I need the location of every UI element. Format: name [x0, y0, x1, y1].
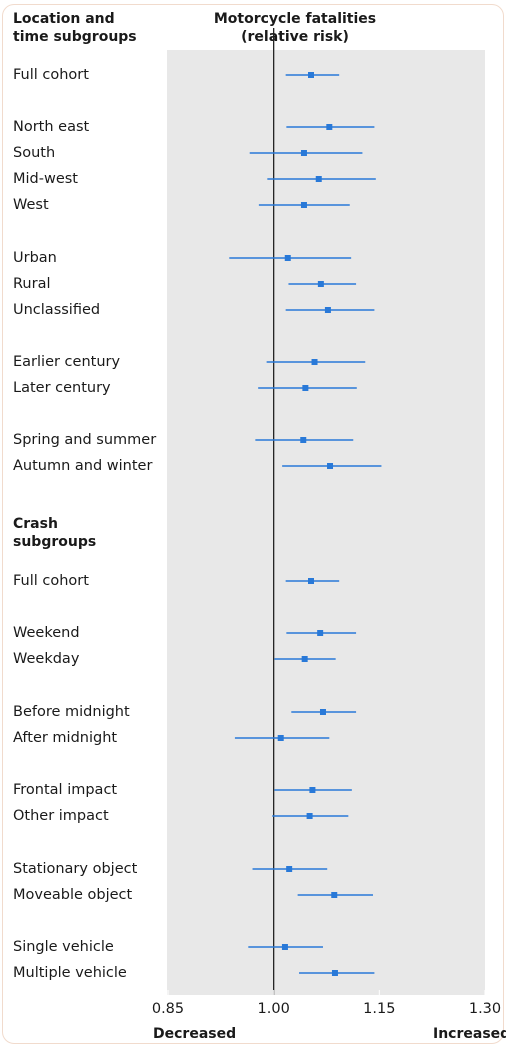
row-label: Rural [13, 276, 51, 292]
row-label: North east [13, 119, 90, 135]
crash-section-header: Crash subgroups [13, 515, 96, 551]
row-label: Single vehicle [13, 939, 114, 955]
estimate-row [267, 176, 376, 182]
estimate-row [274, 656, 336, 662]
decreased-label: Decreased [153, 1026, 237, 1042]
point-estimate [331, 892, 338, 898]
point-estimate [306, 813, 313, 819]
estimate-row [252, 866, 328, 872]
point-estimate [309, 787, 316, 793]
estimate-row [255, 437, 354, 443]
row-label: Multiple vehicle [13, 965, 127, 981]
row-label: West [13, 197, 49, 213]
row-label: Moveable object [13, 887, 133, 903]
estimate-row [297, 892, 373, 898]
estimate-row [285, 307, 375, 313]
estimate-row [282, 463, 382, 469]
row-label: Spring and summer [13, 432, 157, 448]
estimate-row [285, 578, 340, 584]
point-estimate [327, 463, 334, 469]
estimate-row [266, 359, 366, 365]
point-estimate [331, 970, 338, 976]
estimate-row [272, 813, 349, 819]
point-estimate [284, 255, 291, 261]
point-estimate [308, 578, 315, 584]
estimate-row [249, 150, 363, 156]
estimate-row [258, 385, 357, 391]
row-label: Full cohort [13, 67, 89, 83]
estimate-row [258, 202, 350, 208]
point-estimate [317, 630, 324, 636]
estimate-row [248, 944, 323, 950]
estimate-row [299, 970, 375, 976]
point-estimate [277, 735, 284, 741]
row-label: Before midnight [13, 704, 130, 720]
increased-label: Increased [433, 1026, 506, 1042]
left-header-line1: Location and [13, 11, 115, 27]
estimate-row [229, 255, 352, 261]
row-label: Mid-west [13, 171, 78, 187]
left-header-line2: time subgroups [13, 29, 137, 45]
left-header: Location and time subgroups [13, 10, 137, 46]
row-label: Later century [13, 380, 111, 396]
point-estimate [315, 176, 322, 182]
point-estimate [286, 866, 293, 872]
point-estimate [311, 359, 318, 365]
point-estimate [300, 150, 307, 156]
estimate-row [291, 709, 357, 715]
estimate-row [286, 630, 357, 636]
row-label: South [13, 145, 56, 161]
x-tick-label: 0.85 [151, 1001, 185, 1017]
chart-title-line2: (relative risk) [241, 29, 349, 45]
plot-panel [167, 50, 485, 995]
row-label: Frontal impact [13, 782, 118, 798]
chart-title: Motorcycle fatalities (relative risk) [195, 10, 395, 46]
row-label: Unclassified [13, 302, 101, 318]
estimate-row [234, 735, 330, 741]
point-estimate [317, 281, 324, 287]
estimate-row [288, 281, 357, 287]
point-estimate [302, 385, 309, 391]
row-label: Other impact [13, 808, 109, 824]
point-estimate [281, 944, 288, 950]
row-label: Autumn and winter [13, 458, 153, 474]
crash-section-line2: subgroups [13, 534, 97, 550]
point-estimate [319, 709, 326, 715]
point-estimate [326, 124, 333, 130]
chart-title-line1: Motorcycle fatalities [213, 11, 377, 27]
row-label: After midnight [13, 730, 118, 746]
row-label: Stationary object [13, 861, 138, 877]
estimate-row [285, 72, 340, 78]
x-tick-label: 1.15 [363, 1001, 396, 1017]
row-label: Earlier century [13, 354, 121, 370]
point-estimate [301, 656, 308, 662]
point-estimate [308, 72, 315, 78]
x-tick-label: 1.30 [468, 1001, 502, 1017]
point-estimate [300, 202, 307, 208]
estimate-row [274, 787, 352, 793]
row-label: Weekend [13, 625, 80, 641]
row-label: Urban [13, 250, 57, 266]
row-label: Full cohort [13, 573, 89, 589]
point-estimate [324, 307, 331, 313]
crash-section-line1: Crash [13, 516, 58, 532]
estimate-row [286, 124, 375, 130]
x-tick-label: 1.00 [257, 1001, 290, 1017]
point-estimate [300, 437, 307, 443]
row-label: Weekday [13, 651, 80, 667]
